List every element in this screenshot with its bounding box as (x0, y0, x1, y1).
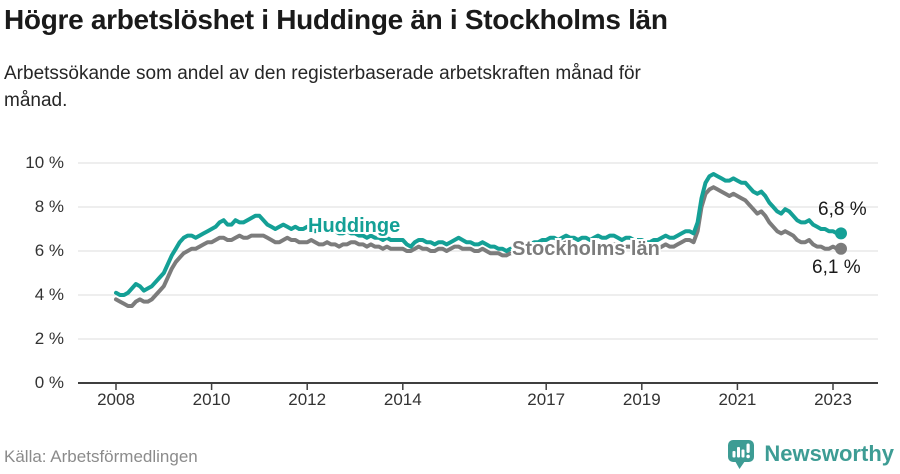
end-value-label-stockholms-l-n: 6,1 % (812, 257, 861, 278)
y-axis-label-6pct: 6 % (34, 241, 64, 260)
x-axis-label-2021: 2021 (718, 390, 757, 409)
y-axis-label-4pct: 4 % (34, 285, 64, 304)
series-label-stockholms-l-n: Stockholms län (512, 238, 660, 260)
x-axis-label-2017: 2017 (527, 390, 566, 409)
x-axis-label-2012: 2012 (288, 390, 327, 409)
y-axis-label-0pct: 0 % (34, 373, 64, 392)
chart-subtitle: Arbetssökande som andel av den registerb… (4, 63, 641, 111)
huddinge-line (114, 172, 843, 297)
newsworthy-wordmark: Newsworthy (764, 441, 894, 466)
x-axis-label-2010: 2010 (192, 390, 231, 409)
x-axis-label-2014: 2014 (383, 390, 422, 409)
series-label-huddinge: Huddinge (308, 215, 401, 237)
source-credit: Källa: Arbetsförmedlingen (4, 447, 198, 466)
x-axis-label-2008: 2008 (97, 390, 135, 409)
y-axis-label-8pct: 8 % (34, 197, 64, 216)
stockholms-l-n-end-dot (835, 242, 847, 255)
x-axis-label-2023: 2023 (814, 390, 852, 409)
page-title: Högre arbetslöshet i Huddinge än i Stock… (4, 4, 668, 35)
y-axis-label-10pct: 10 % (25, 153, 64, 172)
newsworthy-logo[interactable]: Newsworthy (726, 438, 894, 470)
huddinge-end-dot (835, 227, 847, 240)
y-axis-label-2pct: 2 % (34, 329, 64, 348)
end-value-label-huddinge: 6,8 % (818, 199, 867, 220)
stockholms-l-n-line (114, 185, 843, 308)
x-axis-label-2019: 2019 (622, 390, 661, 409)
newsworthy-bar-chart-bubble-icon (728, 440, 755, 469)
